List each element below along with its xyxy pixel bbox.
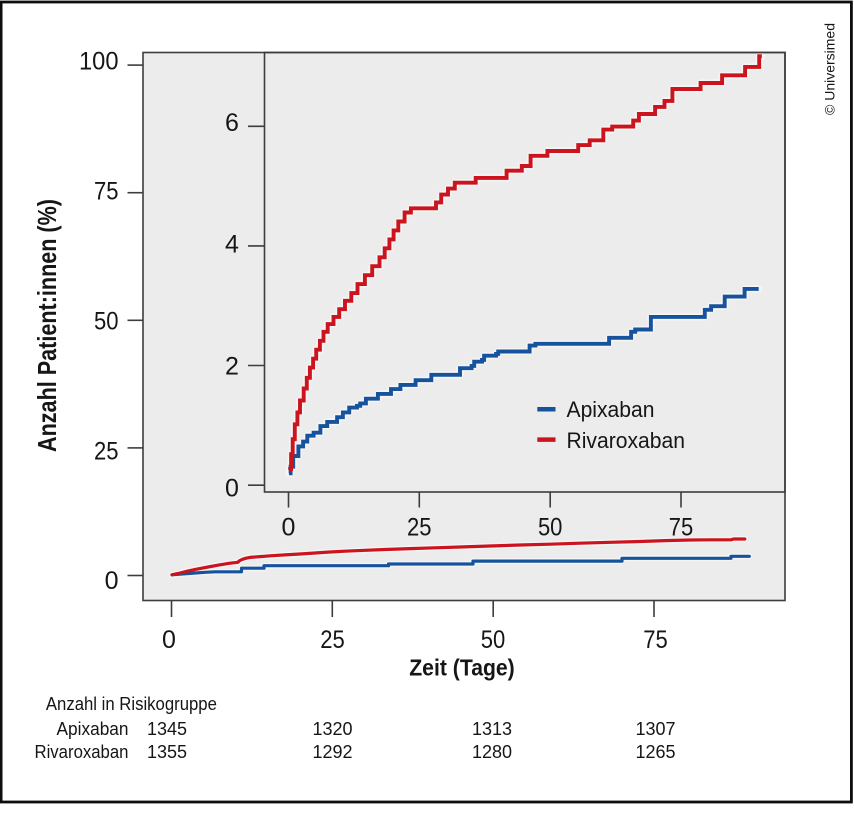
svg-text:25: 25 bbox=[94, 437, 119, 465]
svg-text:Anzahl in Risikogruppe: Anzahl in Risikogruppe bbox=[46, 694, 217, 714]
svg-text:6: 6 bbox=[225, 109, 239, 137]
svg-text:Rivaroxaban: Rivaroxaban bbox=[567, 428, 686, 453]
svg-text:100: 100 bbox=[79, 48, 119, 76]
svg-text:75: 75 bbox=[94, 178, 119, 206]
svg-text:1345: 1345 bbox=[147, 719, 187, 739]
svg-text:Rivaroxaban: Rivaroxaban bbox=[35, 742, 129, 762]
svg-text:© Universimed: © Universimed bbox=[822, 23, 838, 115]
svg-text:1313: 1313 bbox=[472, 719, 512, 739]
svg-text:1355: 1355 bbox=[147, 742, 187, 762]
svg-text:75: 75 bbox=[669, 514, 694, 542]
svg-text:1320: 1320 bbox=[312, 719, 352, 739]
svg-text:Anzahl Patient:innen (%): Anzahl Patient:innen (%) bbox=[32, 199, 62, 452]
svg-text:0: 0 bbox=[162, 626, 176, 654]
svg-text:1280: 1280 bbox=[472, 742, 512, 762]
svg-text:50: 50 bbox=[538, 514, 563, 542]
svg-text:0: 0 bbox=[225, 474, 239, 502]
svg-text:50: 50 bbox=[481, 626, 506, 654]
svg-text:Zeit (Tage): Zeit (Tage) bbox=[409, 655, 515, 681]
svg-text:25: 25 bbox=[407, 514, 432, 542]
svg-text:1265: 1265 bbox=[635, 742, 675, 762]
svg-text:0: 0 bbox=[282, 514, 296, 542]
svg-text:75: 75 bbox=[643, 626, 668, 654]
svg-text:50: 50 bbox=[94, 308, 119, 336]
svg-text:Apixaban: Apixaban bbox=[567, 397, 655, 422]
svg-text:25: 25 bbox=[320, 626, 345, 654]
svg-text:2: 2 bbox=[225, 353, 239, 381]
svg-text:1307: 1307 bbox=[635, 719, 675, 739]
svg-text:Apixaban: Apixaban bbox=[57, 719, 129, 739]
svg-text:4: 4 bbox=[225, 231, 239, 259]
svg-text:1292: 1292 bbox=[312, 742, 352, 762]
svg-text:0: 0 bbox=[105, 567, 119, 595]
